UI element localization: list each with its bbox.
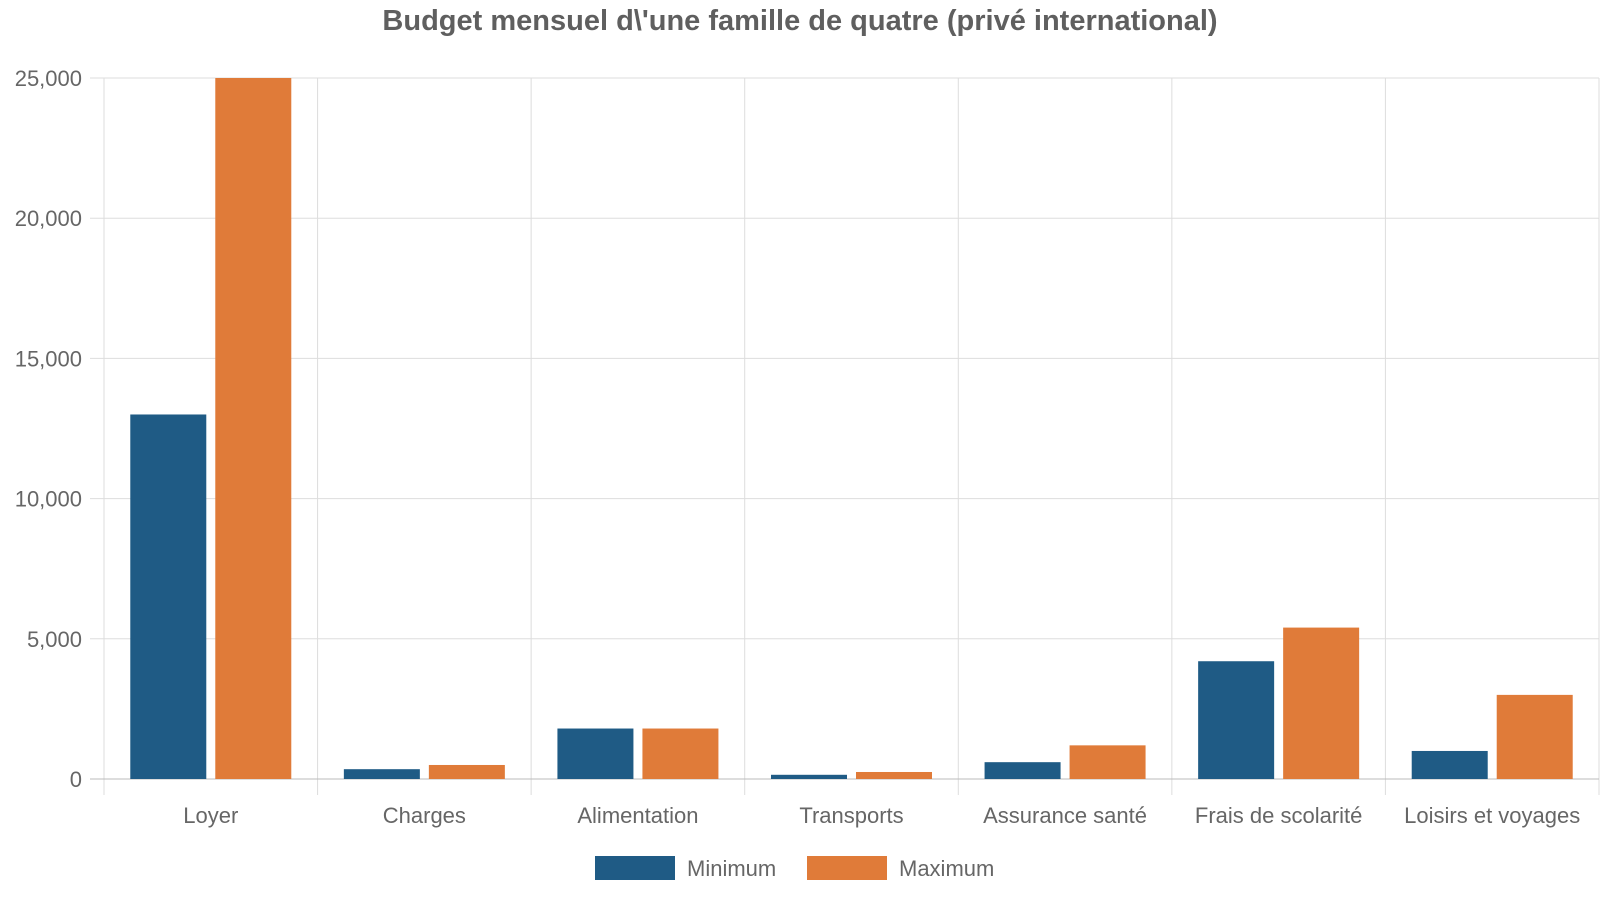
x-tick-label: Assurance santé bbox=[983, 803, 1147, 828]
x-tick-label: Charges bbox=[383, 803, 466, 828]
bar-minimum-3 bbox=[557, 728, 634, 779]
y-tick-label: 0 bbox=[70, 767, 82, 792]
legend-swatch-minimum bbox=[595, 856, 675, 880]
y-tick-label: 25,000 bbox=[15, 66, 82, 91]
x-tick-label: Frais de scolarité bbox=[1195, 803, 1363, 828]
bar-maximum-1 bbox=[215, 78, 292, 779]
bar-maximum-2 bbox=[428, 764, 505, 779]
bar-maximum-7 bbox=[1496, 694, 1573, 779]
y-tick-label: 15,000 bbox=[15, 346, 82, 371]
bar-minimum-1 bbox=[130, 414, 207, 779]
bar-minimum-4 bbox=[771, 774, 847, 779]
bar-minimum-2 bbox=[343, 769, 420, 779]
bar-maximum-4 bbox=[856, 771, 932, 779]
x-tick-label: Transports bbox=[799, 803, 903, 828]
legend-label-minimum: Minimum bbox=[687, 856, 776, 881]
bar-minimum-6 bbox=[1198, 661, 1275, 779]
y-axis: 0 5,000 10,000 15,000 20,000 25,000 bbox=[15, 66, 82, 792]
y-tick-label: 5,000 bbox=[27, 627, 82, 652]
legend-swatch-maximum bbox=[807, 856, 887, 880]
bar-maximum-3 bbox=[642, 728, 719, 779]
gridlines bbox=[90, 77, 1600, 795]
y-tick-label: 20,000 bbox=[15, 206, 82, 231]
bar-maximum-5 bbox=[1069, 745, 1146, 779]
x-axis: Loyer Charges Alimentation Transports Assura… bbox=[183, 803, 1580, 828]
legend: Minimum Maximum bbox=[595, 856, 994, 881]
bar-maximum-6 bbox=[1283, 627, 1360, 779]
x-tick-label: Loyer bbox=[183, 803, 238, 828]
x-tick-label: Loisirs et voyages bbox=[1404, 803, 1580, 828]
bars bbox=[130, 78, 1573, 779]
bar-minimum-5 bbox=[984, 762, 1061, 779]
y-tick-label: 10,000 bbox=[15, 487, 82, 512]
legend-label-maximum: Maximum bbox=[899, 856, 994, 881]
chart-title: Budget mensuel d\'une famille de quatre … bbox=[382, 5, 1217, 37]
x-tick-label: Alimentation bbox=[577, 803, 698, 828]
bar-minimum-7 bbox=[1411, 750, 1488, 779]
